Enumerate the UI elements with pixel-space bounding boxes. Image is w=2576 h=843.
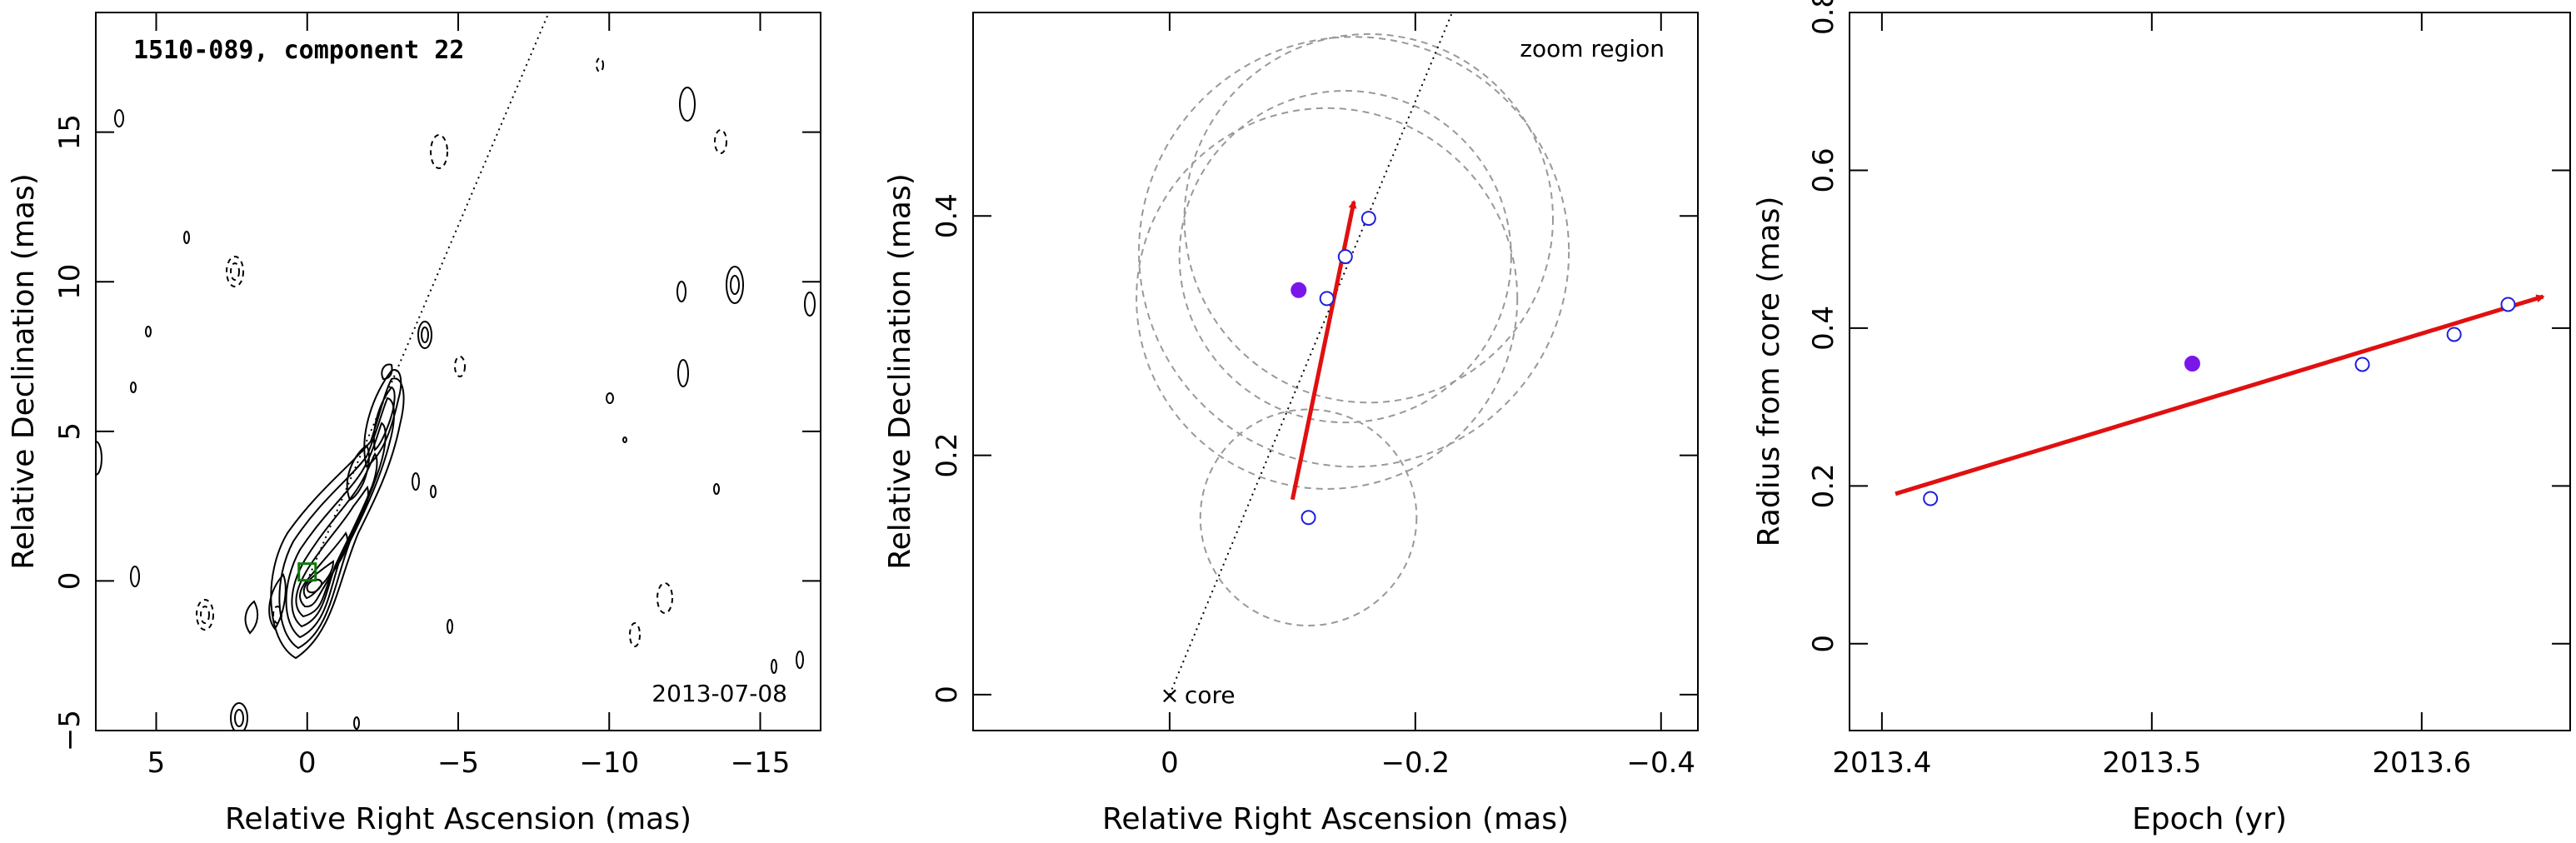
x-tick-label: 0	[298, 746, 317, 780]
noise-contours	[96, 87, 816, 731]
y-tick-label: 5	[53, 422, 87, 441]
panel-zoom: × core 0 −0.2 −0.4 0 0.2 0.4 zoom region Rela…	[883, 12, 1699, 836]
component-circle	[1183, 32, 1555, 404]
axis-ticks: 5 0 −5 −10 −15 −5 0 5 10 15	[53, 12, 821, 780]
velocity-vector	[1290, 200, 1357, 501]
y-tick-label: 0	[931, 686, 964, 704]
x-tick-label: 2013.4	[1832, 746, 1931, 780]
x-tick-label: −0.4	[1626, 746, 1695, 780]
open-point	[1300, 510, 1316, 526]
x-axis-label: Relative Right Ascension (mas)	[225, 802, 691, 836]
filled-point	[2184, 356, 2200, 372]
open-point	[2500, 297, 2516, 312]
x-tick-label: −10	[579, 746, 639, 780]
component-circle	[1138, 36, 1570, 468]
plot-frame	[1849, 12, 2571, 731]
panel-map: 5 0 −5 −10 −15 −5 0 5 10 15 1510-089, component 2…	[7, 12, 821, 836]
fit-line	[1895, 294, 2545, 496]
component-positions	[1290, 211, 1376, 526]
panel-radius: 2013.4 2013.5 2013.6 0 0.2 0.4 0.6 0.8 Epoch (y…	[1752, 0, 2571, 836]
x-tick-label: 2013.5	[2102, 746, 2201, 780]
y-axis-label: Relative Declination (mas)	[7, 173, 41, 570]
open-point	[1923, 491, 1939, 506]
component-circles	[1136, 32, 1570, 627]
x-tick-label: −0.2	[1381, 746, 1450, 780]
y-tick-label: 0.2	[1807, 463, 1840, 508]
y-tick-label: 0.8	[1807, 0, 1840, 35]
open-point	[1319, 291, 1335, 307]
y-tick-label: 0.2	[931, 433, 964, 478]
open-point	[2354, 357, 2370, 372]
y-tick-label: 0.4	[931, 193, 964, 238]
direction-line	[306, 12, 550, 581]
x-tick-label: −15	[731, 746, 791, 780]
filled-point	[1290, 282, 1307, 298]
y-tick-label: 0	[53, 572, 87, 591]
open-point	[1360, 211, 1376, 227]
radius-points	[1923, 297, 2516, 506]
x-tick-label: 0	[1161, 746, 1179, 780]
y-tick-label: −5	[53, 710, 87, 751]
jet-contours	[244, 363, 405, 660]
open-point	[2446, 327, 2462, 342]
map-title: 1510-089, component 22	[133, 36, 464, 65]
y-axis-label: Relative Declination (mas)	[883, 173, 917, 570]
y-tick-label: 0	[1807, 635, 1840, 653]
x-tick-label: 2013.6	[2372, 746, 2471, 780]
core-cross: ×	[1160, 681, 1179, 709]
core-label: core	[1185, 681, 1236, 709]
y-tick-label: 0.4	[1807, 306, 1840, 351]
y-tick-label: 10	[53, 264, 87, 300]
negative-contours	[196, 57, 727, 647]
direction-line	[1169, 12, 1454, 696]
x-tick-label: −5	[437, 746, 479, 780]
axis-ticks: 2013.4 2013.5 2013.6 0 0.2 0.4 0.6 0.8	[1807, 0, 2570, 780]
axis-ticks: 0 −0.2 −0.4 0 0.2 0.4	[931, 12, 1698, 780]
y-axis-label: Radius from core (mas)	[1752, 197, 1786, 547]
open-point	[1337, 249, 1353, 265]
map-date: 2013-07-08	[651, 680, 787, 707]
core-marker	[297, 562, 317, 582]
y-tick-label: 0.6	[1807, 147, 1840, 192]
x-axis-label: Epoch (yr)	[2132, 802, 2287, 836]
x-tick-label: 5	[147, 746, 166, 780]
zoom-annotation: zoom region	[1520, 35, 1665, 62]
plot-frame	[972, 12, 1699, 731]
x-axis-label: Relative Right Ascension (mas)	[1102, 802, 1569, 836]
contour-map	[96, 57, 816, 731]
component-circle	[1178, 90, 1512, 424]
component-circle	[1199, 408, 1418, 627]
y-tick-label: 15	[53, 114, 87, 150]
component-circle	[1136, 107, 1519, 490]
